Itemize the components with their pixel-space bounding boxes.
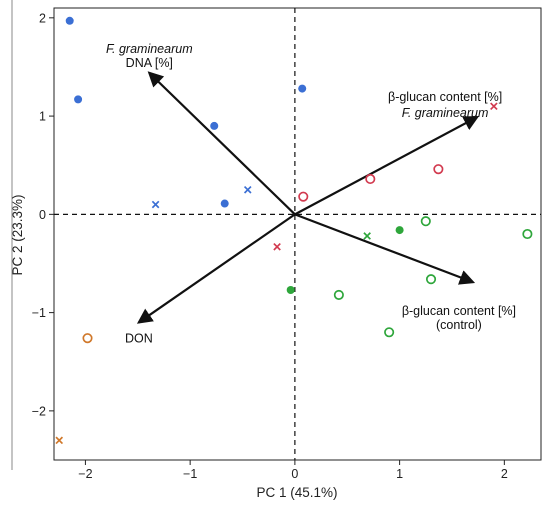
data-point-filled-circle <box>74 95 83 104</box>
loading-label: β-glucan content [%] <box>388 90 502 104</box>
data-point-open-circle <box>425 274 437 285</box>
data-point-filled-circle <box>210 121 219 130</box>
loading-label: (control) <box>436 318 482 332</box>
data-point-open-circle <box>365 173 376 185</box>
plot-area <box>53 7 542 461</box>
y-axis-title: PC 2 (23.3%) <box>10 194 25 275</box>
loading-arrow <box>294 213 476 285</box>
x-tick-label: 0 <box>291 467 298 481</box>
data-point-cross <box>243 185 252 194</box>
loading-label: F. graminearum <box>106 42 193 56</box>
data-point-filled-circle <box>298 84 307 93</box>
x-tick-label: −1 <box>183 467 197 481</box>
loading-label: β-glucan content [%] <box>402 304 516 318</box>
data-point-open-circle <box>298 191 309 202</box>
axis-ticks: −2 −1 0 1 2 −2 −1 0 1 2 <box>32 11 508 481</box>
data-point-filled-circle <box>65 16 74 25</box>
loading-label: F. graminearum <box>402 106 489 120</box>
reference-lines <box>54 8 541 460</box>
x-tick-label: 2 <box>501 467 508 481</box>
data-points <box>55 16 533 445</box>
x-tick-label: 1 <box>396 467 403 481</box>
loading-arrows <box>136 71 480 324</box>
y-tick-label: −2 <box>32 404 46 418</box>
loading-label: DON <box>125 331 153 345</box>
data-point-cross <box>363 232 371 240</box>
data-point-cross <box>490 102 498 111</box>
x-axis-title: PC 1 (45.1%) <box>256 485 337 500</box>
data-point-open-circle <box>333 289 344 300</box>
loading-arrow <box>147 71 296 216</box>
loading-arrow <box>294 115 480 216</box>
data-point-cross <box>151 200 160 209</box>
data-point-cross <box>55 436 64 445</box>
data-point-open-circle <box>433 164 444 175</box>
data-point-cross <box>273 242 281 251</box>
data-point-filled-circle <box>286 286 295 295</box>
data-point-open-circle <box>82 333 93 344</box>
loading-label: DNA [%] <box>126 56 173 70</box>
data-point-open-circle <box>384 327 395 338</box>
data-point-filled-circle <box>220 199 229 208</box>
loading-arrow <box>136 213 296 324</box>
data-point-filled-circle <box>395 226 404 235</box>
y-tick-label: −1 <box>32 306 46 320</box>
data-point-open-circle <box>420 216 431 227</box>
y-tick-label: 1 <box>39 110 46 124</box>
x-tick-label: −2 <box>78 467 92 481</box>
y-tick-label: 0 <box>39 208 46 222</box>
data-point-open-circle <box>522 228 533 240</box>
y-tick-label: 2 <box>39 11 46 25</box>
